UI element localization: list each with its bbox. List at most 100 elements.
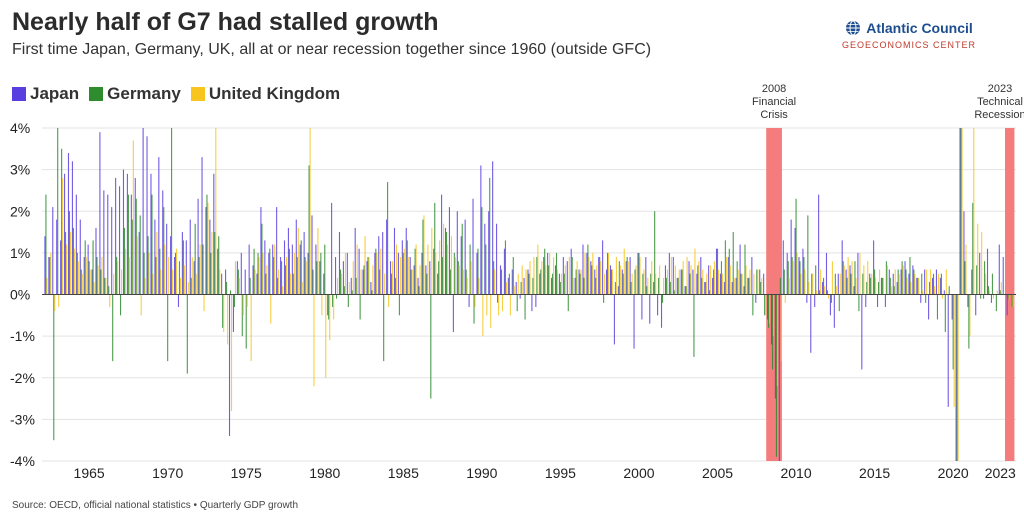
bar-united-kingdom [509,294,511,316]
bar-germany [591,265,593,295]
bar-japan [248,244,250,295]
bar-united-kingdom [69,232,72,295]
globe-icon [846,20,861,36]
bar-united-kingdom [698,261,700,295]
bar-japan [829,294,831,316]
bar-japan [111,207,113,295]
bar-japan [264,240,266,295]
bar-japan [767,294,769,320]
bar-japan [971,269,973,295]
bar-germany [917,277,919,295]
bar-japan [641,294,643,320]
x-tick-label: 1995 [545,465,576,481]
bar-germany [210,252,212,295]
bar-germany [740,273,742,295]
bar-germany [603,294,605,303]
bar-united-kingdom [769,294,771,324]
bar-japan [52,207,54,295]
bar-japan [138,232,140,295]
bar-united-kingdom [875,277,877,295]
bar-germany [575,269,577,295]
bar-germany [744,244,746,295]
bar-japan [531,294,533,312]
bar-japan [244,269,246,295]
bar-japan [625,261,627,295]
bar-japan [99,132,101,295]
bar-japan [841,240,843,295]
bar-united-kingdom [254,269,256,295]
bar-japan [189,219,191,295]
bar-united-kingdom [77,261,79,295]
annotation-label: Financial [752,96,796,108]
bar-germany [665,277,668,295]
bar-germany [300,240,302,295]
x-tick-label: 1965 [74,465,105,481]
bar-germany [866,282,868,295]
bar-united-kingdom [714,261,716,295]
bar-united-kingdom [179,277,182,295]
annotation-label: Technical [977,96,1023,108]
bar-germany [320,252,322,295]
bar-germany [877,282,880,295]
bar-united-kingdom [211,232,213,295]
bar-germany [65,232,67,295]
bar-united-kingdom [407,257,409,295]
bar-germany [528,273,530,295]
bar-japan [790,219,792,295]
bar-japan [126,173,128,295]
bar-germany [359,294,361,320]
bar-germany [430,294,432,399]
bar-germany [909,257,911,295]
bar-germany [241,294,243,337]
bar-united-kingdom [564,265,566,295]
bar-japan [865,294,867,307]
page-title: Nearly half of G7 had stalled growth [12,8,439,36]
bar-united-kingdom [824,286,826,295]
bar-japan [71,161,73,295]
bar-japan [484,223,486,295]
bar-germany [347,294,349,307]
bar-germany [634,269,636,295]
bar-japan [417,277,419,295]
bar-germany [139,215,141,295]
bar-united-kingdom [717,269,720,295]
bar-germany [838,294,840,312]
bar-japan [464,219,466,295]
bar-united-kingdom [521,265,523,295]
bar-japan [590,261,592,295]
bar-united-kingdom [694,248,696,295]
bar-japan [798,257,800,295]
bar-germany [127,194,129,295]
bar-united-kingdom [136,236,138,295]
bar-japan [228,294,231,437]
bar-germany [104,277,106,295]
bar-japan [594,269,596,295]
bar-united-kingdom [340,273,343,295]
bar-germany [147,236,149,295]
bar-germany [194,223,196,295]
bar-japan [653,282,655,295]
bar-japan [240,252,242,295]
bar-united-kingdom [66,244,68,295]
bar-germany [952,294,954,370]
bar-united-kingdom [611,269,614,295]
source-note: Source: OECD, official national statisti… [12,500,299,511]
bar-japan [64,173,66,295]
bar-germany [567,294,569,312]
bar-germany [80,269,82,295]
bar-germany [724,240,726,295]
bar-japan [374,252,376,295]
bar-japan [378,236,380,295]
bar-germany [756,269,758,295]
bar-united-kingdom [517,273,519,295]
bar-united-kingdom [97,265,99,295]
bar-united-kingdom [576,261,578,295]
bar-japan [476,252,478,295]
bar-united-kingdom [183,265,185,295]
bar-germany [779,277,781,295]
bar-germany [650,273,652,295]
bar-japan [794,227,796,295]
bar-japan [232,294,234,332]
bar-united-kingdom [871,273,873,295]
bar-japan [146,136,148,295]
